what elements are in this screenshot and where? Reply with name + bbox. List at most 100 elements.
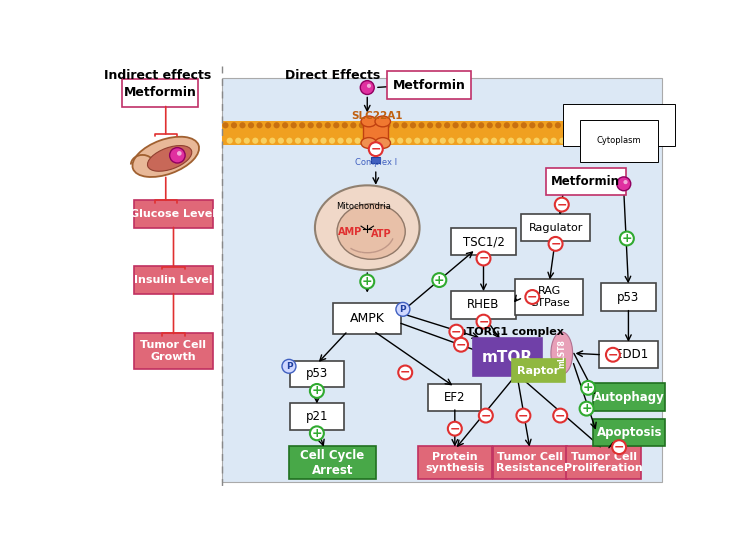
Circle shape [244, 138, 250, 144]
Circle shape [615, 122, 621, 128]
Text: P: P [286, 362, 293, 371]
FancyBboxPatch shape [451, 291, 516, 318]
FancyBboxPatch shape [428, 384, 481, 410]
Circle shape [551, 138, 556, 144]
Circle shape [636, 138, 642, 144]
Ellipse shape [337, 204, 405, 259]
Text: RAG
GTPase: RAG GTPase [529, 286, 570, 308]
Circle shape [525, 138, 531, 144]
Circle shape [457, 138, 463, 144]
Circle shape [546, 122, 553, 128]
Text: −: − [556, 198, 567, 211]
Circle shape [304, 138, 310, 144]
Text: P: P [399, 305, 406, 314]
Text: +: + [312, 384, 322, 398]
Circle shape [410, 122, 416, 128]
Circle shape [286, 138, 293, 144]
Circle shape [454, 338, 468, 351]
Text: p53: p53 [618, 290, 640, 304]
Circle shape [265, 122, 271, 128]
Circle shape [360, 274, 374, 289]
Circle shape [282, 122, 288, 128]
Text: AMPK: AMPK [350, 312, 385, 325]
Circle shape [388, 138, 395, 144]
Circle shape [231, 122, 237, 128]
Ellipse shape [361, 116, 377, 127]
Circle shape [354, 138, 360, 144]
Circle shape [290, 122, 297, 128]
Circle shape [316, 122, 322, 128]
FancyBboxPatch shape [371, 157, 380, 163]
Circle shape [367, 122, 374, 128]
Circle shape [627, 138, 634, 144]
Circle shape [517, 138, 523, 144]
Circle shape [273, 122, 280, 128]
Circle shape [563, 122, 570, 128]
Text: Tumor Cell
Growth: Tumor Cell Growth [141, 340, 206, 362]
Circle shape [632, 122, 638, 128]
Circle shape [310, 384, 324, 398]
Circle shape [465, 138, 472, 144]
FancyBboxPatch shape [388, 72, 471, 99]
Circle shape [393, 122, 399, 128]
Text: +: + [621, 232, 632, 245]
Text: +: + [583, 381, 593, 394]
Circle shape [644, 138, 651, 144]
Circle shape [486, 122, 493, 128]
Circle shape [555, 122, 561, 128]
Circle shape [538, 122, 544, 128]
Circle shape [310, 426, 324, 440]
Circle shape [508, 138, 514, 144]
Circle shape [477, 251, 491, 266]
Text: −: − [478, 252, 489, 265]
Text: Autophagy: Autophagy [593, 390, 665, 404]
Text: −: − [608, 348, 618, 361]
Circle shape [248, 122, 254, 128]
Circle shape [657, 122, 663, 128]
Circle shape [450, 324, 464, 339]
Text: Tumor Cell
Resistance: Tumor Cell Resistance [496, 452, 564, 474]
FancyBboxPatch shape [289, 446, 376, 479]
Text: Insulin Level: Insulin Level [134, 275, 213, 285]
FancyBboxPatch shape [223, 122, 662, 145]
FancyBboxPatch shape [567, 446, 641, 479]
Circle shape [282, 359, 296, 373]
Text: +: + [362, 275, 373, 288]
Text: Glucose Level: Glucose Level [130, 209, 217, 219]
Circle shape [329, 138, 335, 144]
Circle shape [177, 151, 181, 156]
Circle shape [278, 138, 284, 144]
Circle shape [572, 122, 578, 128]
Circle shape [482, 138, 489, 144]
Text: Mitochondria: Mitochondria [336, 202, 391, 211]
Circle shape [368, 142, 383, 156]
Circle shape [620, 232, 634, 245]
Circle shape [512, 122, 518, 128]
FancyBboxPatch shape [133, 200, 214, 228]
FancyBboxPatch shape [593, 419, 666, 447]
Circle shape [371, 138, 378, 144]
Circle shape [649, 122, 654, 128]
Circle shape [606, 348, 620, 362]
Ellipse shape [375, 116, 391, 127]
Circle shape [261, 138, 267, 144]
Circle shape [252, 138, 259, 144]
Circle shape [612, 440, 626, 454]
Circle shape [606, 122, 612, 128]
Circle shape [333, 122, 339, 128]
Circle shape [478, 122, 484, 128]
Circle shape [397, 138, 403, 144]
Text: −: − [455, 338, 467, 351]
Circle shape [380, 138, 386, 144]
Circle shape [405, 138, 412, 144]
Text: Plasma Membrane: Plasma Membrane [580, 121, 658, 130]
FancyBboxPatch shape [451, 228, 516, 255]
Circle shape [495, 122, 501, 128]
FancyBboxPatch shape [512, 359, 565, 382]
FancyBboxPatch shape [133, 333, 214, 369]
FancyBboxPatch shape [599, 341, 658, 368]
Circle shape [640, 122, 646, 128]
Circle shape [491, 138, 497, 144]
Circle shape [593, 138, 599, 144]
Circle shape [448, 422, 462, 436]
